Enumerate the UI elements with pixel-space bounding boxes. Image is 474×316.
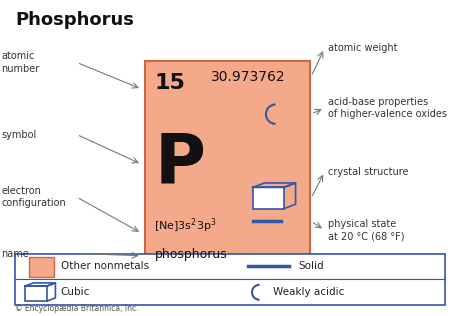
Text: 30.973762: 30.973762: [211, 70, 286, 84]
Text: Solid: Solid: [299, 261, 324, 271]
Text: electron
configuration: electron configuration: [1, 186, 66, 208]
Text: acid-base properties
of higher-valence oxides: acid-base properties of higher-valence o…: [328, 97, 447, 119]
FancyBboxPatch shape: [253, 187, 284, 209]
Text: name: name: [1, 248, 29, 258]
Text: © Encyclopædia Britannica, Inc.: © Encyclopædia Britannica, Inc.: [15, 304, 138, 313]
FancyBboxPatch shape: [25, 286, 47, 301]
Text: P: P: [155, 131, 205, 198]
Text: Cubic: Cubic: [61, 287, 90, 297]
Text: Weakly acidic: Weakly acidic: [273, 287, 345, 297]
Text: $\mathregular{[Ne]3s^23p^3}$: $\mathregular{[Ne]3s^23p^3}$: [155, 216, 217, 235]
FancyBboxPatch shape: [146, 61, 310, 268]
FancyBboxPatch shape: [15, 253, 445, 305]
Text: Phosphorus: Phosphorus: [15, 11, 134, 29]
Text: crystal structure: crystal structure: [328, 167, 409, 177]
Text: physical state
at 20 °C (68 °F): physical state at 20 °C (68 °F): [328, 219, 405, 241]
Text: phosphorus: phosphorus: [155, 248, 227, 261]
Text: 15: 15: [155, 73, 185, 94]
Text: symbol: symbol: [1, 130, 36, 139]
Text: atomic
number: atomic number: [1, 51, 40, 74]
FancyBboxPatch shape: [29, 257, 54, 277]
Text: Other nonmetals: Other nonmetals: [61, 261, 149, 271]
Text: atomic weight: atomic weight: [328, 43, 398, 53]
